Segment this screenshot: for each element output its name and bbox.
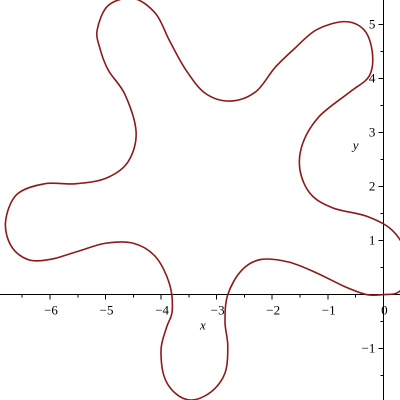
y-tick-label: 1 [369, 233, 376, 248]
series-curve [4, 0, 400, 400]
x-tick-label: 0 [381, 303, 388, 318]
y-tick-label: 2 [369, 178, 376, 193]
y-tick-label: 3 [369, 124, 376, 139]
x-tick-label: −2 [266, 303, 280, 318]
x-axis-label: x [199, 318, 206, 333]
x-tick-label: −1 [322, 303, 336, 318]
x-tick-label: −3 [211, 303, 225, 318]
curve-group [4, 0, 400, 400]
y-tick-label: 4 [369, 70, 376, 85]
x-tick-label: −5 [100, 303, 114, 318]
x-tick-label: −4 [155, 303, 169, 318]
axis-ticks: −6 −5 −4 −3 −2 −1 0 −1 1 2 3 4 5 [21, 16, 388, 377]
y-tick-label: 5 [369, 16, 376, 31]
y-tick-label: −1 [361, 341, 375, 356]
x-tick-label: −6 [44, 303, 58, 318]
y-axis-label: y [351, 138, 359, 153]
